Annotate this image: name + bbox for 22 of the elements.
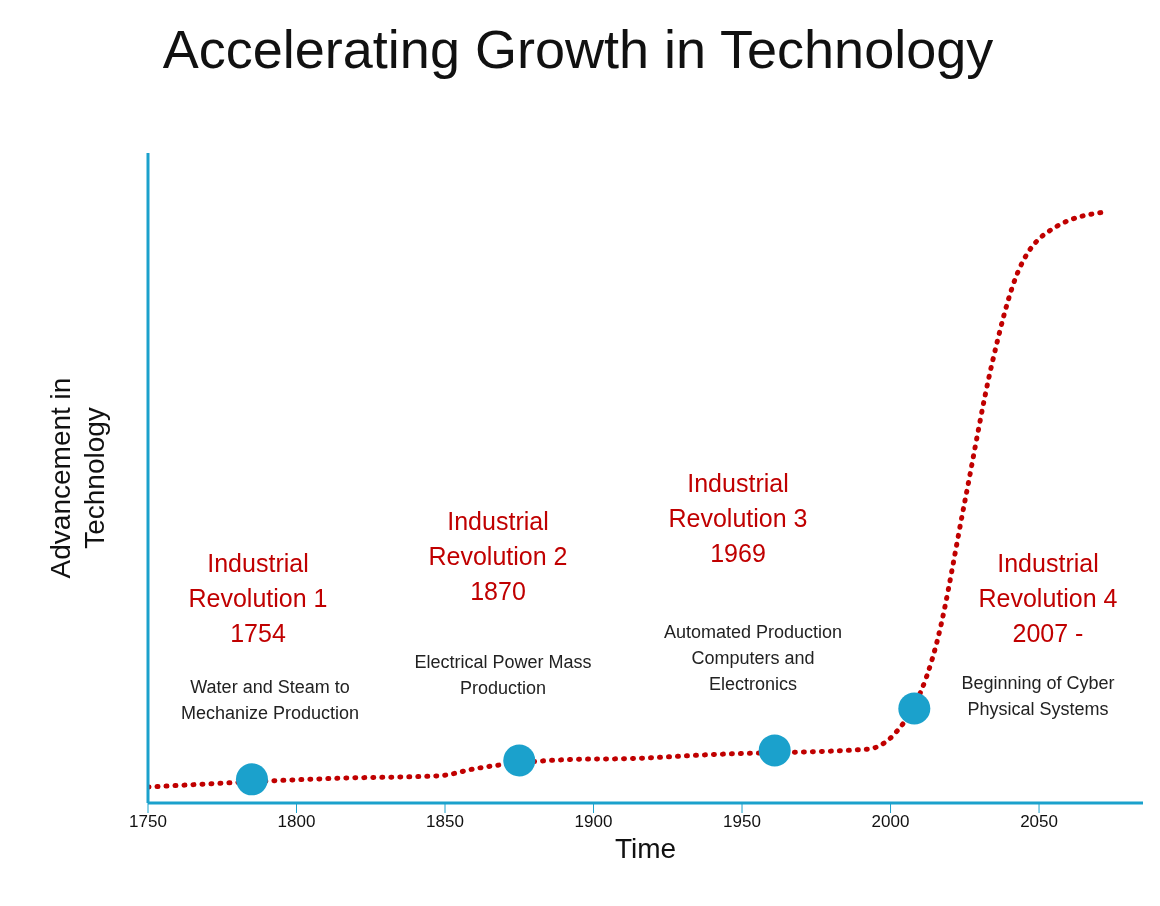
y-axis-title: Advancement in Technology xyxy=(44,377,111,579)
point xyxy=(898,692,931,725)
annotation: Water and Steam to Mechanize Production xyxy=(180,675,360,725)
x-tick-label: 1950 xyxy=(723,812,761,832)
annotation: Industrial Revolution 1 1754 xyxy=(188,547,328,649)
x-tick-label: 1750 xyxy=(129,812,167,832)
x-tick-label: 1850 xyxy=(426,812,464,832)
annotation: Industrial Revolution 2 1870 xyxy=(428,505,568,607)
annotation: Beginning of Cyber Physical Systems xyxy=(961,671,1115,721)
point xyxy=(758,734,791,767)
point xyxy=(503,744,536,777)
x-axis-title: Time xyxy=(614,833,677,864)
x-tick-label: 2000 xyxy=(871,812,910,832)
annotation: Industrial Revolution 3 1969 xyxy=(668,467,808,569)
x-tick-label: 2050 xyxy=(1020,812,1058,832)
chart-title: Accelerating Growth in Technology xyxy=(161,18,995,80)
annotation: Electrical Power Mass Production xyxy=(414,650,592,700)
x-tick-label: 1800 xyxy=(277,812,316,832)
annotation: Industrial Revolution 4 2007 - xyxy=(978,547,1118,649)
annotation: Automated Production Computers and Electronics xyxy=(663,620,843,697)
x-tick-label: 1900 xyxy=(574,812,613,832)
point xyxy=(235,763,268,796)
